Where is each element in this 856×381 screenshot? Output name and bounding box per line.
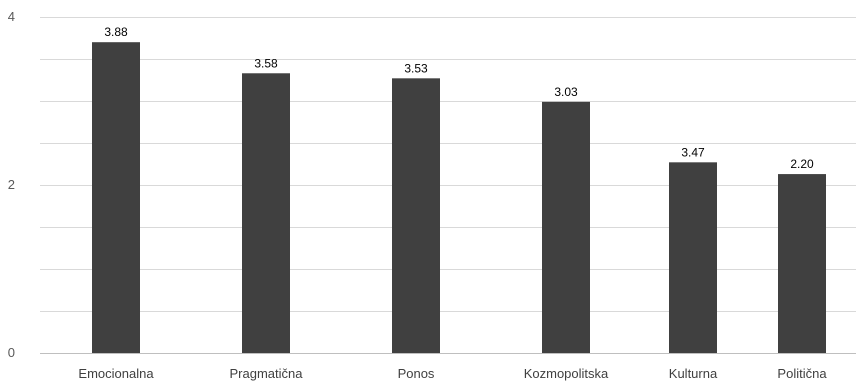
x-axis-category-labels: Emocionalna Pragmatična Ponos Kozmopolitska… [78,366,827,381]
data-label: 3.53 [404,61,428,75]
category-label: Politična [777,366,827,381]
bar-kozmopolitska [542,101,590,353]
data-label: 3.03 [554,85,578,99]
bar-politična [778,174,826,353]
bar-ponos [392,78,440,353]
bar-kulturna [669,162,717,353]
y-axis-tick-labels: 0 2 4 [8,9,15,360]
y-tick-label: 2 [8,177,15,192]
bar-emocionalna [92,42,140,353]
category-label: Pragmatična [230,366,304,381]
bar-pragmatična [242,73,290,353]
data-label: 3.58 [254,56,278,70]
category-label: Kulturna [669,366,718,381]
category-label: Ponos [398,366,435,381]
y-tick-label: 4 [8,9,15,24]
data-label: 3.88 [104,25,128,39]
data-label: 2.20 [790,157,814,171]
category-label: Emocionalna [78,366,154,381]
y-tick-label: 0 [8,345,15,360]
gridlines [40,17,856,354]
category-label: Kozmopolitska [524,366,609,381]
data-labels: 3.88 3.58 3.53 3.03 3.47 2.20 [104,25,814,171]
data-label: 3.47 [681,145,705,159]
bars [92,42,826,353]
